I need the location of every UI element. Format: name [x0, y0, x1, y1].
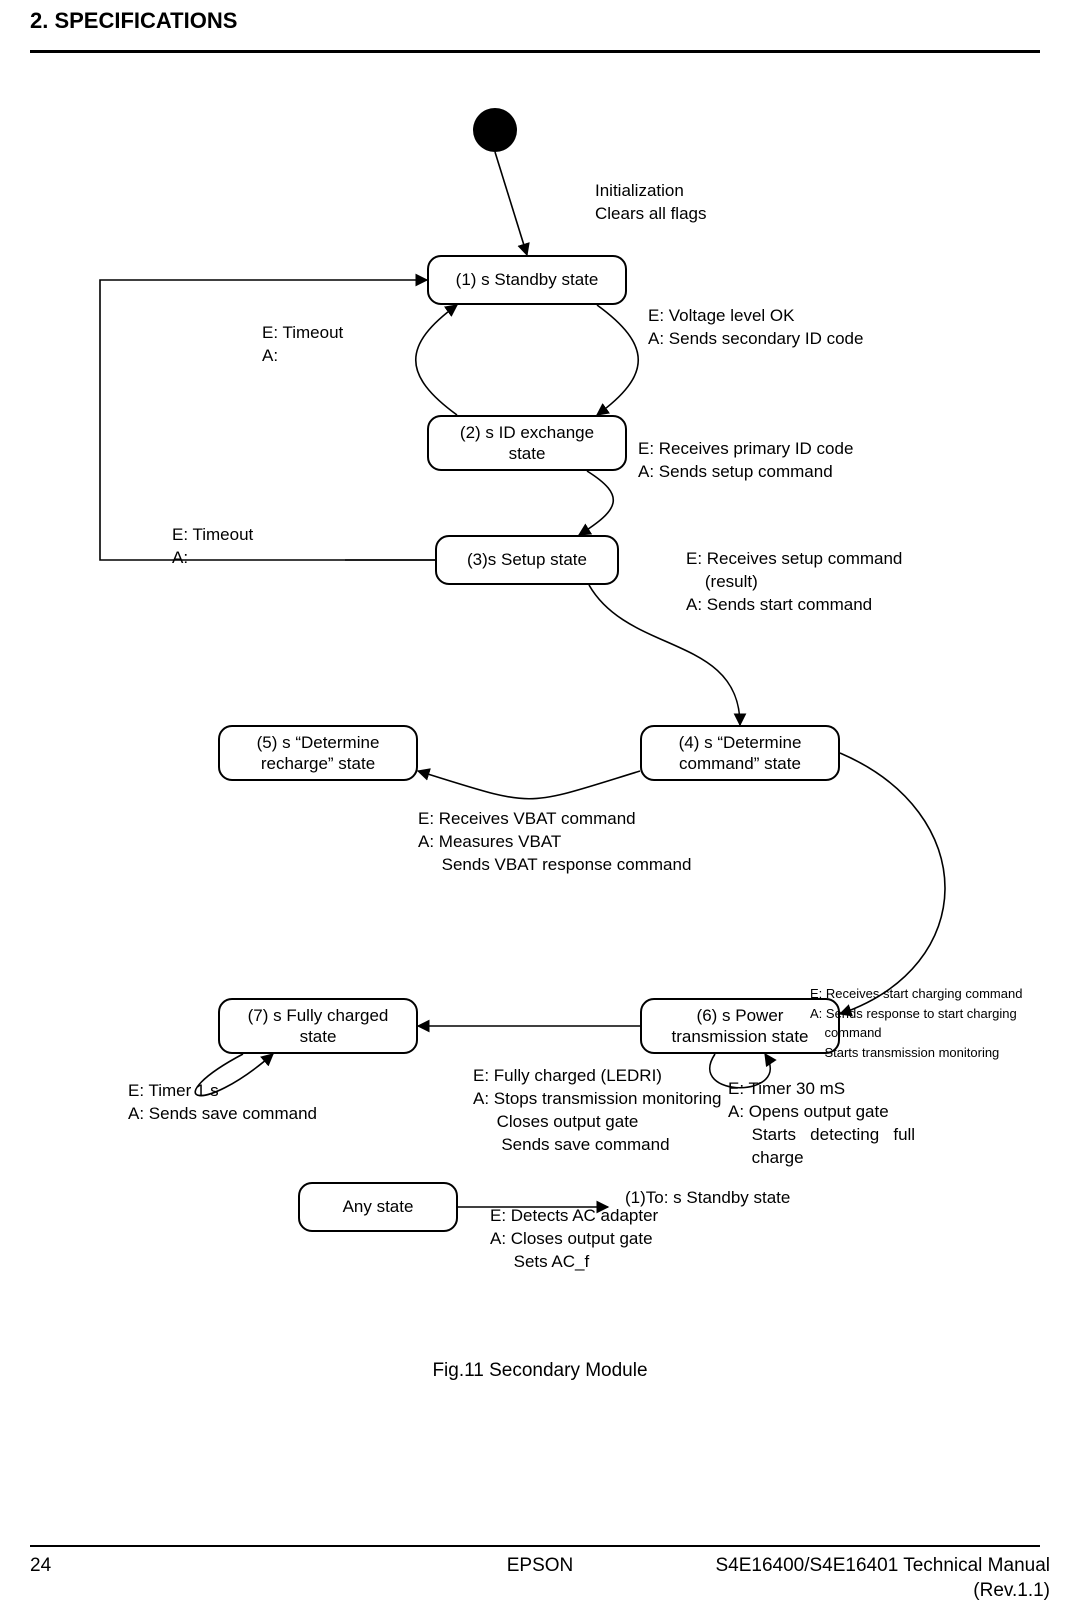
label-recv-primary-id: E: Receives primary ID codeA: Sends setu…	[638, 438, 853, 484]
label-recv-start-charging: E: Receives start charging commandA: Sen…	[810, 984, 1022, 1062]
footer-revision: (Rev.1.1)	[973, 1580, 1050, 1602]
figure-caption: Fig.11 Secondary Module	[0, 1360, 1080, 1382]
start-node	[473, 108, 517, 152]
label-detect-ac: E: Detects AC adapterA: Closes output ga…	[490, 1205, 658, 1274]
state-determine-recharge: (5) s “Determinerecharge” state	[218, 725, 418, 781]
state-diagram: (1) s Standby state (2) s ID exchangesta…	[0, 60, 1080, 1490]
label-recv-setup-cmd: E: Receives setup command (result)A: Sen…	[686, 548, 902, 617]
state-any: Any state	[298, 1182, 458, 1232]
label-timer-1s: E: Timer 1 sA: Sends save command	[128, 1080, 317, 1126]
label-timeout-3-1: E: TimeoutA:	[172, 524, 253, 570]
state-fully-charged: (7) s Fully chargedstate	[218, 998, 418, 1054]
page: 2. SPECIFICATIONS (1) s Standby state (2…	[0, 0, 1080, 1624]
state-setup: (3)s Setup state	[435, 535, 619, 585]
label-voltage-ok: E: Voltage level OKA: Sends secondary ID…	[648, 305, 863, 351]
state-determine-command: (4) s “Determinecommand” state	[640, 725, 840, 781]
label-to-standby: (1)To: s Standby state	[625, 1187, 790, 1210]
label-timeout-2-1: E: TimeoutA:	[262, 322, 343, 368]
footer-rule	[30, 1545, 1040, 1547]
footer-manual-title: S4E16400/S4E16401 Technical Manual	[715, 1555, 1050, 1577]
label-initialization: InitializationClears all flags	[595, 180, 707, 226]
label-timer-30ms: E: Timer 30 mSA: Opens output gate Start…	[728, 1078, 915, 1170]
label-fully-charged: E: Fully charged (LEDRI)A: Stops transmi…	[473, 1065, 722, 1157]
header-rule	[30, 50, 1040, 53]
label-recv-vbat-cmd: E: Receives VBAT commandA: Measures VBAT…	[418, 808, 691, 877]
state-standby: (1) s Standby state	[427, 255, 627, 305]
section-title: 2. SPECIFICATIONS	[30, 8, 237, 34]
state-id-exchange: (2) s ID exchangestate	[427, 415, 627, 471]
